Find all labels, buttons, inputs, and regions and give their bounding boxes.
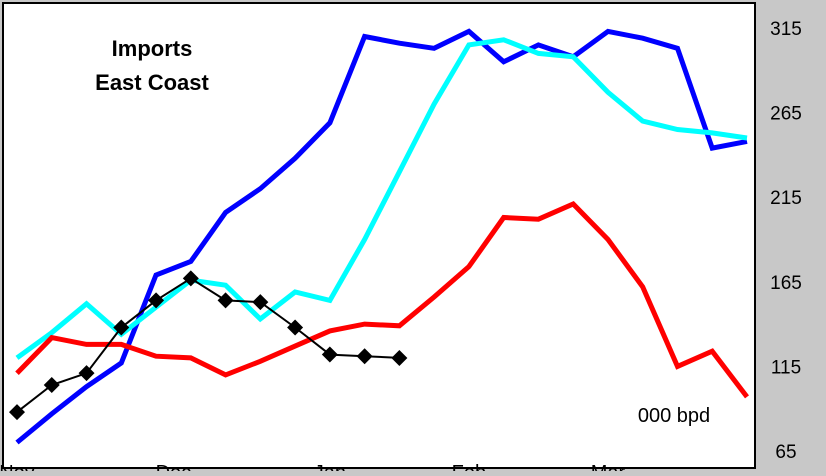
- series-3-point: [321, 346, 338, 363]
- series-3-point: [217, 292, 234, 309]
- series-3-point: [43, 377, 60, 394]
- series-layer: [9, 28, 749, 445]
- x-tick-label: Nov: [0, 462, 35, 471]
- series-3-point: [252, 294, 269, 311]
- series-3-point: [148, 292, 165, 309]
- y-axis: 315 265 215 165 115 65: [770, 19, 802, 463]
- plot-frame: [2, 2, 756, 469]
- series-2-line: [15, 201, 749, 399]
- chart-title-line-1: Imports: [112, 36, 193, 61]
- series-3-point: [356, 348, 373, 365]
- plot-area: [3, 3, 755, 468]
- series-3-point: [182, 270, 199, 287]
- series-3-point: [287, 319, 304, 336]
- y-tick-label: 165: [770, 273, 802, 294]
- y-tick-label: 215: [770, 188, 802, 209]
- y-tick-label: 115: [771, 357, 801, 378]
- y-tick-label: 65: [775, 442, 796, 463]
- x-tick-label: Jan: [314, 462, 346, 471]
- series-3-point: [9, 404, 25, 421]
- x-tick-label: Mar: [591, 462, 626, 471]
- y-tick-label: 265: [770, 104, 802, 125]
- x-tick-label: Feb: [452, 462, 486, 471]
- series-3-point: [78, 365, 95, 382]
- series-3-point: [113, 319, 130, 336]
- x-tick-label: Dec: [156, 462, 192, 471]
- unit-label: 000 bpd: [638, 405, 710, 427]
- series-1-line: [15, 37, 748, 360]
- chart-title-line-2: East Coast: [95, 70, 209, 95]
- y-tick-label: 315: [770, 19, 802, 40]
- series-3-point: [391, 349, 408, 366]
